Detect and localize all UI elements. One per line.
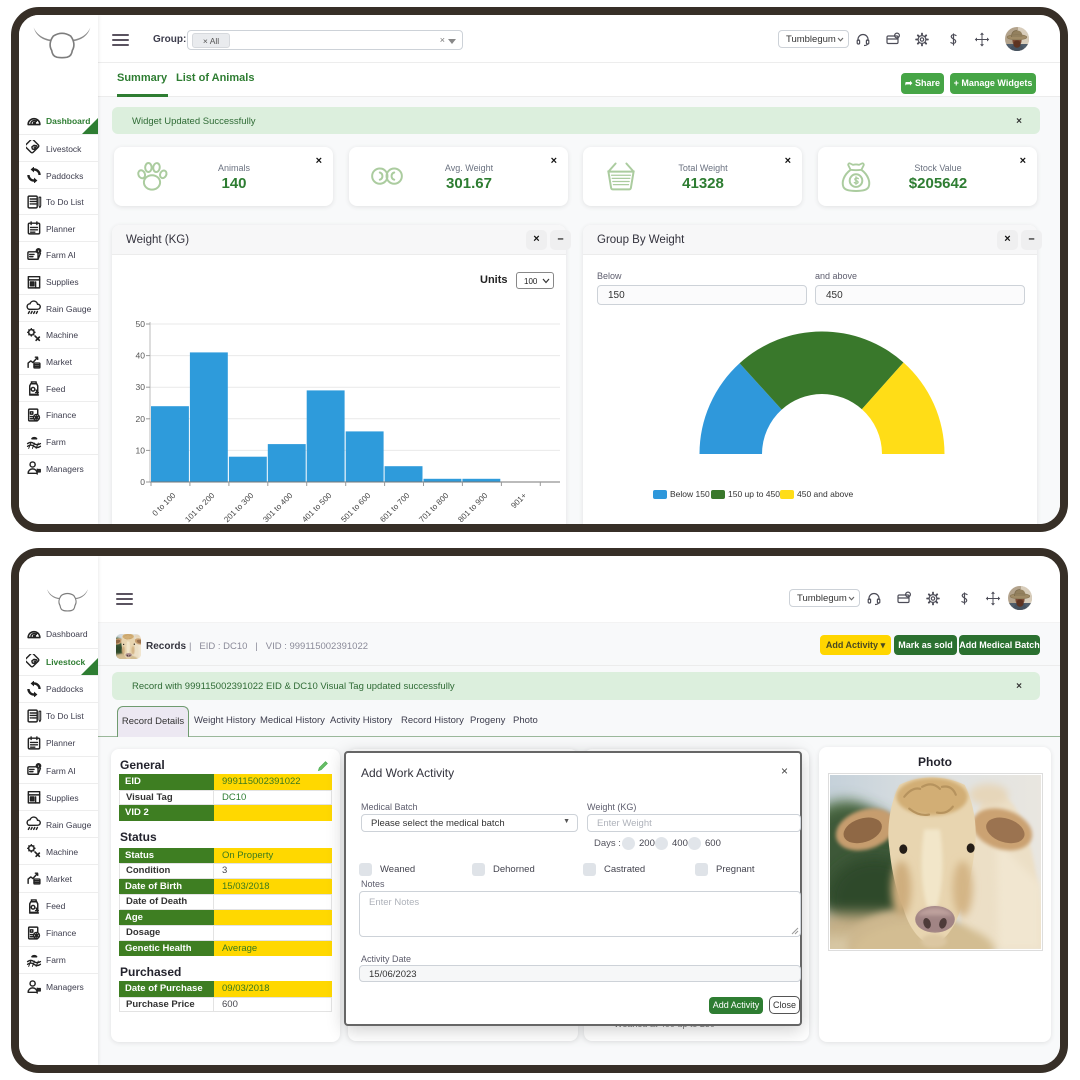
svg-text:20: 20: [136, 414, 146, 424]
svg-text:10: 10: [136, 445, 146, 455]
svg-text:401 to 500: 401 to 500: [300, 491, 333, 524]
svg-text:301 to 400: 301 to 400: [261, 491, 294, 524]
svg-text:0: 0: [140, 477, 145, 487]
svg-text:0 to 100: 0 to 100: [151, 491, 178, 518]
svg-text:201 to 300: 201 to 300: [222, 491, 255, 524]
svg-text:30: 30: [136, 382, 146, 392]
svg-text:101 to 200: 101 to 200: [183, 491, 216, 524]
svg-text:801 to 900: 801 to 900: [456, 491, 489, 524]
svg-text:40: 40: [136, 351, 146, 361]
svg-text:701 to 800: 701 to 800: [417, 491, 450, 524]
svg-text:501 to 600: 501 to 600: [339, 491, 372, 524]
svg-text:901+: 901+: [509, 491, 528, 510]
svg-text:601 to 700: 601 to 700: [378, 491, 411, 524]
svg-text:50: 50: [136, 319, 146, 329]
